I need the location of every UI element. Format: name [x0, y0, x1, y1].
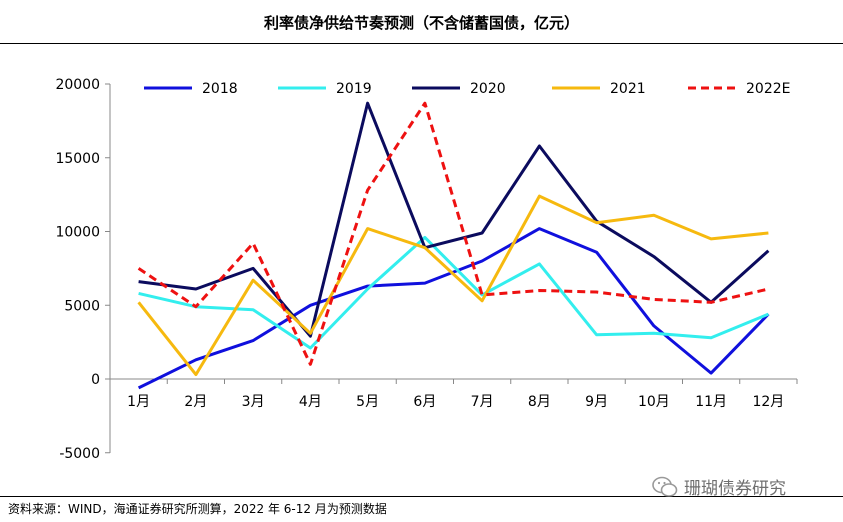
series-lines: [137, 101, 770, 390]
chart-title: 利率债净供给节奏预测（不含储蓄国债，亿元）: [263, 14, 579, 32]
watermark: 珊瑚债券研究: [652, 474, 786, 499]
watermark-text: 珊瑚债券研究: [684, 479, 786, 499]
legend-label-2022e: 2022E: [746, 81, 790, 97]
y-tick-label: 15000: [55, 151, 100, 167]
legend-label-2021: 2021: [610, 81, 646, 97]
series-line-2022e: [137, 101, 769, 366]
x-tick-label: 11月: [695, 394, 727, 410]
bottom-rule: [0, 496, 843, 497]
legend-label-2020: 2020: [470, 81, 506, 97]
series-line-2021: [137, 194, 769, 377]
x-tick-label: 10月: [638, 394, 670, 410]
y-tick-label: -5000: [59, 446, 100, 462]
y-tick-label: 5000: [64, 298, 100, 314]
x-tick-label: 8月: [528, 394, 551, 410]
legend-label-2018: 2018: [202, 81, 238, 97]
legend: 2018 2019 2020 2021 2022E: [144, 81, 790, 97]
y-tick-label: 0: [91, 372, 100, 388]
x-tick-label: 6月: [413, 394, 436, 410]
x-tick-label: 4月: [299, 394, 322, 410]
series-line-2019: [138, 235, 769, 350]
x-tick-label: 7月: [471, 394, 494, 410]
x-tick-label: 9月: [585, 394, 608, 410]
y-tick-label: 10000: [55, 225, 100, 241]
x-tick-label: 1月: [127, 394, 150, 410]
legend-label-2019: 2019: [336, 81, 372, 97]
axes: 20000 15000 10000 5000 0 -5000 1月 2月 3月 4月 5月 6月 7月 8…: [55, 77, 798, 462]
x-tick-label: 12月: [752, 394, 784, 410]
top-rule: [0, 43, 843, 44]
x-tick-label: 3月: [242, 394, 265, 410]
x-tick-label: 5月: [356, 394, 379, 410]
wechat-icon: [652, 476, 678, 497]
y-tick-label: 20000: [55, 77, 100, 93]
x-tick-label: 2月: [184, 394, 207, 410]
source-note: 资料来源：WIND，海通证券研究所测算，2022 年 6-12 月为预测数据: [8, 502, 387, 516]
series-line-2020: [138, 101, 770, 338]
